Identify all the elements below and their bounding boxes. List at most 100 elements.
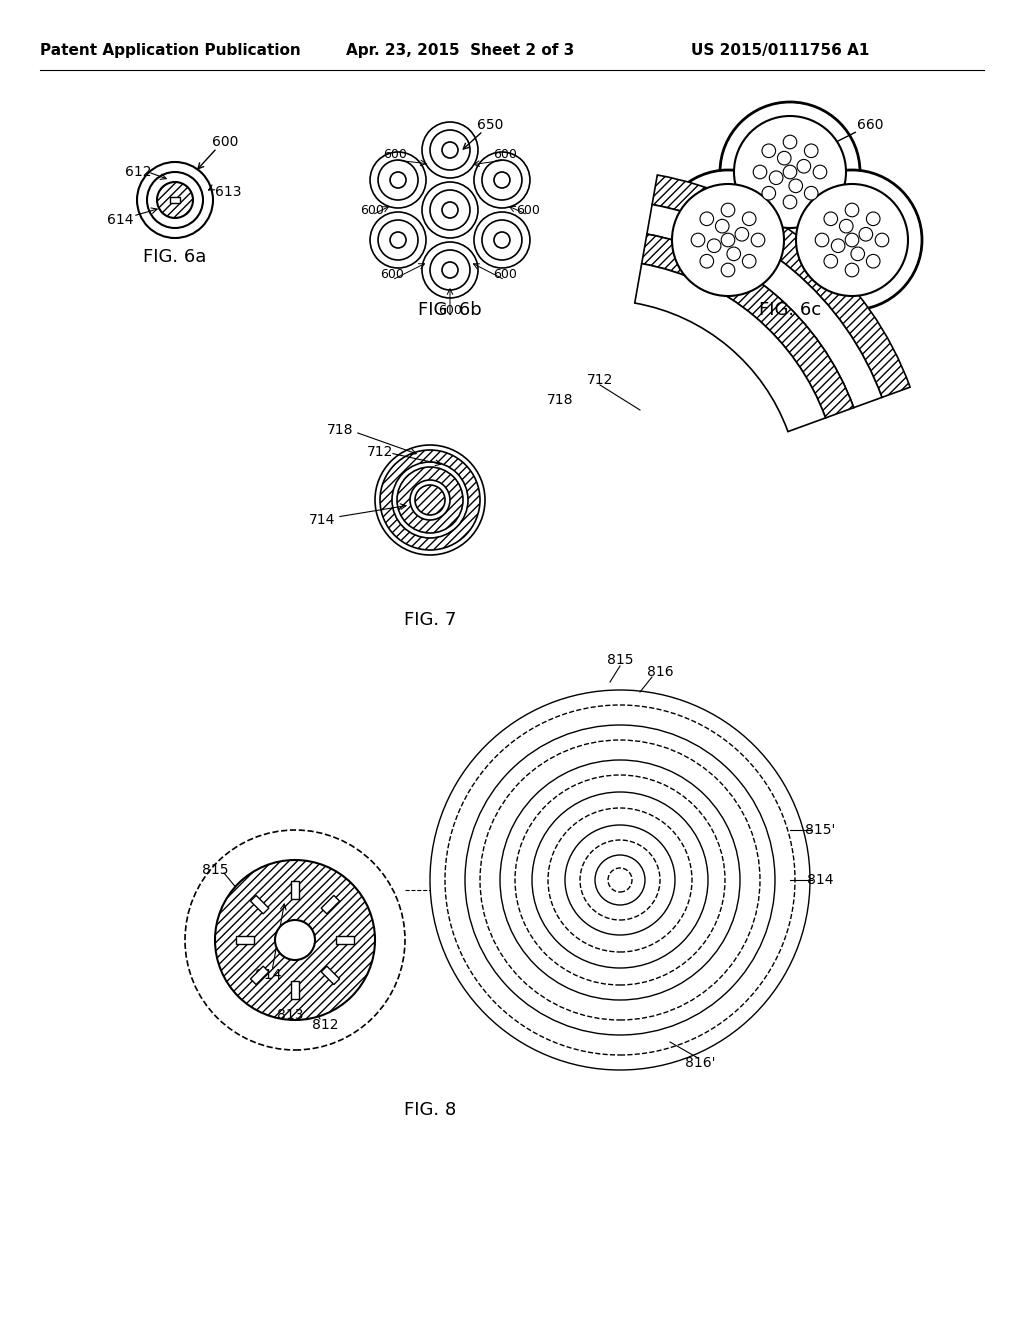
Wedge shape — [652, 176, 910, 397]
Circle shape — [845, 234, 859, 247]
Circle shape — [474, 152, 530, 209]
Circle shape — [442, 261, 458, 279]
Text: 718: 718 — [547, 393, 573, 407]
Circle shape — [392, 462, 468, 539]
Circle shape — [422, 242, 478, 298]
Circle shape — [762, 144, 775, 157]
Text: US 2015/0111756 A1: US 2015/0111756 A1 — [691, 42, 869, 58]
Circle shape — [658, 170, 798, 310]
Text: FIG. 6c: FIG. 6c — [759, 301, 821, 319]
Text: 814: 814 — [255, 968, 282, 982]
Circle shape — [375, 445, 485, 554]
Circle shape — [380, 450, 480, 550]
Circle shape — [815, 234, 828, 247]
Circle shape — [672, 183, 784, 296]
Circle shape — [735, 227, 749, 242]
Circle shape — [831, 239, 845, 252]
Circle shape — [370, 213, 426, 268]
Text: FIG. 6a: FIG. 6a — [143, 248, 207, 267]
Circle shape — [700, 213, 714, 226]
Circle shape — [390, 172, 407, 187]
Circle shape — [876, 234, 889, 247]
Circle shape — [721, 203, 735, 216]
Wedge shape — [647, 205, 882, 408]
Circle shape — [430, 190, 470, 230]
Circle shape — [370, 152, 426, 209]
Bar — [291, 981, 299, 999]
Circle shape — [494, 172, 510, 187]
Text: 650: 650 — [477, 117, 503, 132]
Circle shape — [845, 203, 859, 216]
Bar — [170, 197, 180, 203]
Circle shape — [845, 263, 859, 277]
Circle shape — [797, 160, 811, 173]
Text: 600: 600 — [438, 304, 462, 317]
Circle shape — [410, 480, 450, 520]
Circle shape — [215, 861, 375, 1020]
Circle shape — [805, 186, 818, 201]
Circle shape — [720, 102, 860, 242]
Circle shape — [851, 247, 864, 260]
Circle shape — [397, 467, 463, 533]
Circle shape — [700, 255, 714, 268]
Circle shape — [813, 165, 826, 178]
Circle shape — [422, 121, 478, 178]
Circle shape — [442, 202, 458, 218]
Circle shape — [415, 484, 445, 515]
Circle shape — [390, 232, 407, 248]
Text: 814: 814 — [807, 873, 834, 887]
Bar — [322, 895, 340, 913]
Circle shape — [734, 116, 846, 228]
Text: 813: 813 — [276, 1008, 303, 1022]
Text: FIG. 7: FIG. 7 — [403, 611, 456, 630]
Circle shape — [482, 220, 522, 260]
Circle shape — [727, 247, 740, 260]
Circle shape — [824, 213, 838, 226]
Circle shape — [708, 239, 721, 252]
Circle shape — [866, 255, 880, 268]
Bar — [251, 895, 269, 913]
Circle shape — [796, 183, 908, 296]
Bar — [291, 880, 299, 899]
Text: 816: 816 — [647, 665, 674, 678]
Circle shape — [805, 144, 818, 157]
Circle shape — [866, 213, 880, 226]
Bar — [322, 966, 340, 985]
Wedge shape — [642, 234, 854, 418]
Text: 600: 600 — [380, 268, 403, 281]
Circle shape — [716, 219, 729, 232]
Circle shape — [482, 160, 522, 201]
Bar — [336, 936, 354, 944]
Circle shape — [754, 165, 767, 178]
Circle shape — [430, 129, 470, 170]
Circle shape — [378, 160, 418, 201]
Circle shape — [762, 186, 775, 201]
Circle shape — [691, 234, 705, 247]
Circle shape — [859, 227, 872, 242]
Circle shape — [442, 143, 458, 158]
Text: 600: 600 — [494, 149, 517, 161]
Circle shape — [742, 255, 756, 268]
Circle shape — [474, 213, 530, 268]
Circle shape — [788, 180, 803, 193]
Circle shape — [742, 213, 756, 226]
Circle shape — [185, 830, 406, 1049]
Text: 816': 816' — [685, 1056, 715, 1071]
Text: 600: 600 — [212, 135, 239, 149]
Text: 614: 614 — [106, 213, 133, 227]
Text: 613: 613 — [215, 185, 242, 199]
Text: FIG. 8: FIG. 8 — [403, 1101, 456, 1119]
Circle shape — [422, 182, 478, 238]
Circle shape — [782, 170, 922, 310]
Text: FIG. 6b: FIG. 6b — [418, 301, 482, 319]
Text: 600: 600 — [360, 203, 384, 216]
Circle shape — [752, 234, 765, 247]
Text: 815: 815 — [607, 653, 633, 667]
Text: 600: 600 — [516, 203, 540, 216]
Circle shape — [721, 234, 735, 247]
Circle shape — [840, 219, 853, 232]
Text: 815': 815' — [805, 822, 836, 837]
Text: Apr. 23, 2015  Sheet 2 of 3: Apr. 23, 2015 Sheet 2 of 3 — [346, 42, 574, 58]
Text: 815: 815 — [202, 863, 228, 876]
Text: 612: 612 — [125, 165, 152, 180]
